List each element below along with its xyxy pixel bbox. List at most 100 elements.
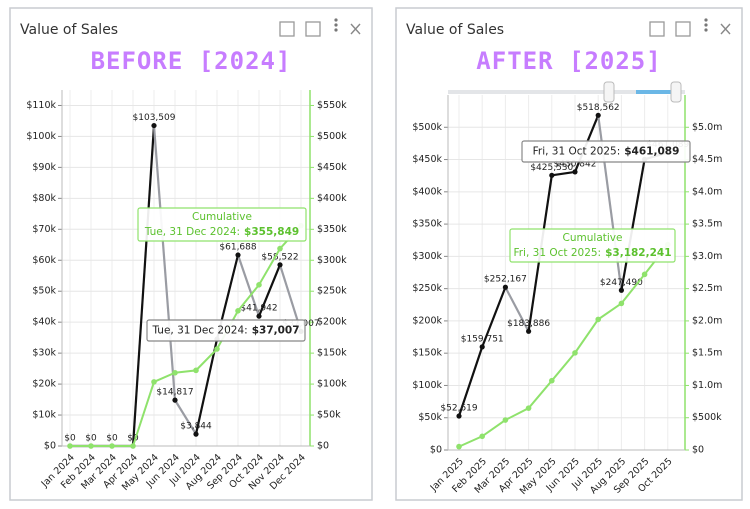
tooltip-text: Fri, 31 Oct 2025: $3,182,241 <box>513 247 671 259</box>
value-point <box>151 122 157 129</box>
data-label: $430,842 <box>554 159 597 169</box>
value-segment <box>174 399 197 435</box>
menu-dot <box>704 23 708 27</box>
value-point <box>595 112 601 118</box>
y-tick-label: $20k <box>32 379 56 390</box>
panel-icon[interactable] <box>279 21 295 37</box>
y2-tick-label: $50k <box>317 410 341 421</box>
y-tick-label: $10k <box>32 410 56 421</box>
tooltip-label: Fri, 31 Oct 2025: <box>533 146 621 158</box>
y2-tick-label: $0 <box>692 445 704 456</box>
cumulative-point <box>256 282 262 288</box>
y2-tick-label: $250k <box>317 286 347 297</box>
cumulative-point <box>479 433 486 440</box>
y-tick-label: $60k <box>32 255 56 266</box>
y-tick-label: $500k <box>412 122 442 133</box>
panel-icon[interactable] <box>305 21 321 37</box>
data-label: $247,490 <box>600 278 643 288</box>
y2-tick-label: $150k <box>317 348 347 359</box>
data-label: $14,817 <box>156 388 193 398</box>
y-tick-label: $200k <box>412 315 442 326</box>
data-label: $52,619 <box>440 404 477 414</box>
tooltip-label: Tue, 31 Dec 2024: <box>144 226 240 238</box>
y-tick-label: $50k <box>32 286 56 297</box>
y-tick-label: $30k <box>32 348 56 359</box>
y-tick-label: $80k <box>32 193 56 204</box>
cumulative-point <box>641 271 648 278</box>
data-label: $3,844 <box>180 422 212 432</box>
y-tick-label: $50k <box>418 412 442 423</box>
cumulative-point <box>67 443 73 449</box>
tooltip-value: $355,849 <box>244 226 299 238</box>
y-tick-label: $70k <box>32 224 56 235</box>
data-label: $518,562 <box>577 103 620 113</box>
cumulative-point <box>525 405 532 411</box>
tooltip-text: Fri, 31 Oct 2025: $461,089 <box>533 146 680 158</box>
chart-heading: AFTER [2025] <box>476 47 661 75</box>
cumulative-point <box>151 379 157 385</box>
y-tick-label: $350k <box>412 219 442 230</box>
value-segment <box>257 264 282 317</box>
panel-icon[interactable] <box>649 21 665 37</box>
value-point <box>549 172 555 178</box>
tooltip-text: Tue, 31 Dec 2024: $355,849 <box>144 226 299 238</box>
tooltip <box>137 207 307 242</box>
value-segment <box>236 254 261 317</box>
tooltip-title: Cumulative <box>192 211 252 223</box>
tooltip-value: $461,089 <box>624 146 679 158</box>
panel-icon[interactable] <box>675 21 691 37</box>
tooltip-label: Tue, 31 Dec 2024: <box>151 325 247 337</box>
value-segment <box>152 125 177 401</box>
y2-tick-label: $400k <box>317 193 347 204</box>
data-label: $0 <box>85 434 97 444</box>
y2-tick-label: $3.0m <box>692 251 722 262</box>
data-label: $183,886 <box>507 319 550 329</box>
data-label: $425,530 <box>530 163 573 173</box>
panel-title: Value of Sales <box>406 22 504 38</box>
tooltip <box>509 228 676 263</box>
value-point <box>618 287 625 293</box>
value-segment <box>457 346 484 417</box>
cumulative-point <box>193 367 199 374</box>
value-point <box>479 344 485 350</box>
data-label: $0 <box>127 434 139 444</box>
y2-tick-label: $4.5m <box>692 154 722 165</box>
y2-tick-label: $350k <box>317 224 347 235</box>
value-point <box>456 413 462 419</box>
tooltip-text: Tue, 31 Dec 2024: $37,007 <box>151 325 299 337</box>
cumulative-point <box>502 417 509 423</box>
y-tick-label: $150k <box>412 348 442 359</box>
y-tick-label: $400k <box>412 186 442 197</box>
y2-tick-label: $500k <box>692 412 722 423</box>
data-label: $41,942 <box>240 304 277 314</box>
range-handle[interactable] <box>603 81 615 103</box>
cumulative-point <box>549 377 555 384</box>
tooltip-value: $37,007 <box>252 325 300 337</box>
y2-tick-label: $5.0m <box>692 122 722 133</box>
panel-title: Value of Sales <box>20 22 118 38</box>
cumulative-point <box>618 300 625 307</box>
cumulative-point <box>88 443 94 449</box>
menu-dot <box>704 28 708 32</box>
tooltip <box>521 140 691 163</box>
data-label: $0 <box>64 434 76 444</box>
cumulative-point <box>109 443 115 449</box>
y2-tick-label: $4.0m <box>692 186 722 197</box>
close-icon <box>720 23 731 35</box>
tooltip-label: Fri, 31 Oct 2025: <box>513 247 601 259</box>
data-label: $61,688 <box>219 243 256 253</box>
y2-tick-label: $2.0m <box>692 315 722 326</box>
tooltip-value: $3,182,241 <box>605 247 671 259</box>
cumulative-point <box>572 350 578 356</box>
value-point <box>193 431 199 437</box>
tooltip-title: Cumulative <box>563 232 623 244</box>
chart-heading: BEFORE [2024] <box>91 47 292 75</box>
y-tick-label: $300k <box>412 251 442 262</box>
menu-dot <box>334 28 338 32</box>
y2-tick-label: $2.5m <box>692 283 722 294</box>
value-segment <box>194 338 219 435</box>
range-handle[interactable] <box>670 81 682 103</box>
y2-tick-label: $550k <box>317 100 347 111</box>
